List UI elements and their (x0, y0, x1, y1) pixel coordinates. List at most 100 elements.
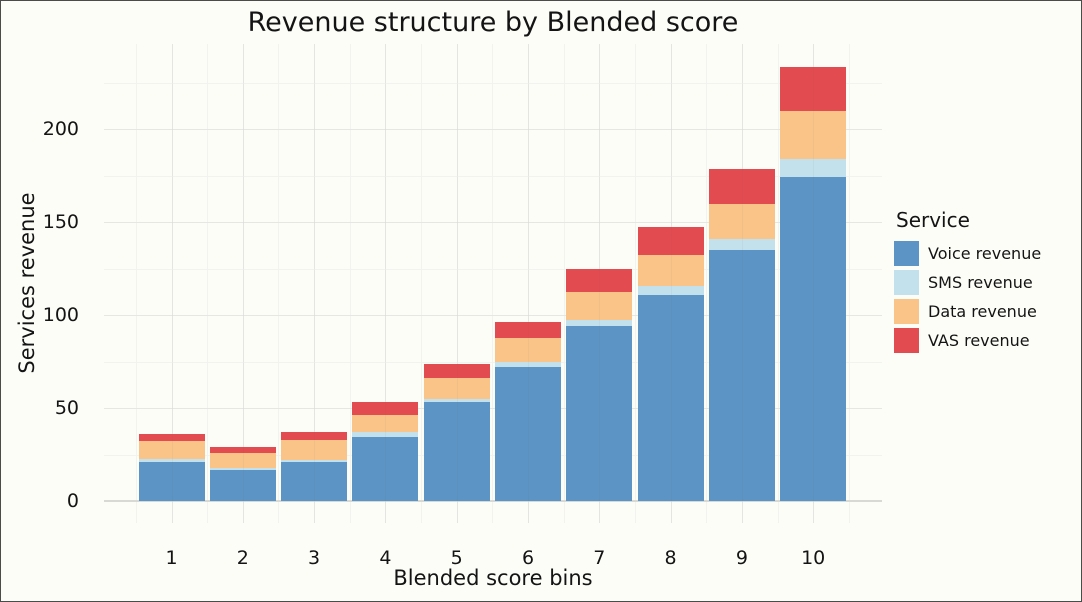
gridline-overlay (741, 44, 743, 523)
bar-bin-2 (209, 447, 276, 501)
legend-swatch (894, 328, 919, 353)
bar-segment-vas-revenue (209, 447, 276, 453)
gridline-vertical-minor (349, 44, 351, 523)
bar-segment-vas-revenue (495, 321, 561, 339)
y-tick-label: 150 (42, 211, 79, 233)
gridline-horizontal-major (104, 315, 882, 316)
legend-item-vas-revenue: VAS revenue (894, 328, 1041, 353)
legend-swatch (894, 299, 919, 324)
bar-segment-sms-revenue (780, 158, 847, 178)
bar-segment-sms-revenue (708, 238, 775, 250)
bar-segment-data-revenue (637, 254, 704, 287)
bar-segment-data-revenue (708, 204, 775, 239)
x-axis-title: Blended score bins (393, 566, 593, 590)
bar-bin-8 (637, 226, 704, 501)
bar-segment-data-revenue (138, 440, 205, 460)
bar-segment-sms-revenue (352, 432, 419, 437)
gridline-horizontal-minor (104, 268, 882, 270)
gridline-vertical-minor (207, 44, 209, 523)
gridline-overlay (528, 44, 529, 523)
bar-segment-sms-revenue (566, 319, 633, 327)
gridline-vertical-major (314, 44, 316, 523)
gridline-vertical-minor (135, 44, 137, 523)
legend-item-data-revenue: Data revenue (894, 299, 1041, 324)
y-tick-label: 50 (54, 397, 79, 419)
bar-segment-voice-revenue (281, 461, 348, 501)
bar-bin-10 (780, 66, 847, 501)
bar-bin-1 (138, 434, 205, 501)
bar-segment-vas-revenue (780, 66, 847, 112)
gridline-overlay (599, 44, 601, 523)
bar-segment-voice-revenue (352, 436, 419, 501)
chart-title: Revenue structure by Blended score (247, 7, 739, 38)
gridline-horizontal-minor (104, 82, 882, 84)
gridline-vertical-minor (848, 44, 850, 523)
gridline-horizontal-minor (104, 175, 882, 177)
gridline-overlay (171, 44, 173, 523)
gridline-horizontal-major (104, 408, 882, 409)
bar-segment-sms-revenue (138, 459, 205, 462)
bar-segment-vas-revenue (423, 364, 490, 379)
bar-segment-data-revenue (281, 439, 348, 461)
bar-segment-voice-revenue (423, 402, 490, 501)
legend-item-sms-revenue: SMS revenue (894, 270, 1041, 295)
bar-segment-data-revenue (495, 338, 561, 362)
bar-segment-voice-revenue (138, 461, 205, 501)
plot-area (104, 44, 882, 523)
legend-label: Data revenue (928, 302, 1037, 321)
gridline-vertical-minor (563, 44, 565, 523)
bar-bin-5 (423, 364, 490, 501)
y-axis-title: Services revenue (15, 192, 39, 374)
bar-segment-data-revenue (352, 414, 419, 433)
bar-segment-sms-revenue (423, 398, 490, 403)
gridline-vertical-minor (278, 44, 280, 523)
legend-title: Service (896, 208, 970, 232)
gridline-vertical-major (528, 44, 529, 523)
gridline-overlay (242, 44, 244, 523)
gridline-horizontal-minor (104, 454, 882, 456)
bar-segment-voice-revenue (780, 177, 847, 501)
gridline-horizontal-major (104, 129, 882, 130)
bar-segment-voice-revenue (708, 249, 775, 501)
bar-segment-sms-revenue (637, 286, 704, 295)
gridline-overlay (385, 44, 387, 523)
gridline-overlay (813, 44, 815, 523)
y-tick-label: 200 (42, 118, 79, 140)
gridline-vertical-minor (777, 44, 779, 523)
legend-item-voice-revenue: Voice revenue (894, 241, 1041, 266)
bar-bin-9 (708, 169, 775, 501)
legend-swatch (894, 270, 919, 295)
bar-segment-sms-revenue (495, 361, 561, 368)
gridline-horizontal-minor (104, 361, 882, 363)
bar-segment-data-revenue (209, 452, 276, 468)
legend-items: Voice revenue SMS revenue Data revenue VAS … (894, 241, 1041, 353)
gridline-overlay (670, 44, 672, 523)
gridline-overlay (456, 44, 458, 523)
bar-segment-voice-revenue (637, 294, 704, 501)
gridline-overlay (314, 44, 316, 523)
bar-segment-vas-revenue (566, 269, 633, 292)
legend-label: VAS revenue (928, 331, 1030, 350)
gridline-vertical-major (242, 44, 244, 523)
bar-segment-data-revenue (780, 111, 847, 159)
bar-segment-vas-revenue (352, 401, 419, 415)
gridline-vertical-minor (706, 44, 708, 523)
bar-segment-voice-revenue (209, 470, 276, 501)
bar-bin-7 (566, 269, 633, 501)
bar-bin-6 (495, 321, 561, 501)
legend-label: Voice revenue (928, 244, 1042, 263)
gridline-vertical-major (385, 44, 387, 523)
bar-bin-3 (281, 432, 348, 501)
gridline-vertical-minor (421, 44, 423, 523)
bar-segment-data-revenue (423, 378, 490, 399)
bar-segment-vas-revenue (281, 432, 348, 440)
bar-segment-voice-revenue (566, 326, 633, 501)
x-axis-line (104, 500, 882, 502)
bar-segment-vas-revenue (708, 169, 775, 205)
legend-swatch (894, 241, 919, 266)
legend-label: SMS revenue (928, 273, 1033, 292)
bar-bin-4 (352, 401, 419, 501)
bar-segment-sms-revenue (209, 467, 276, 471)
gridline-horizontal-major (104, 222, 882, 223)
